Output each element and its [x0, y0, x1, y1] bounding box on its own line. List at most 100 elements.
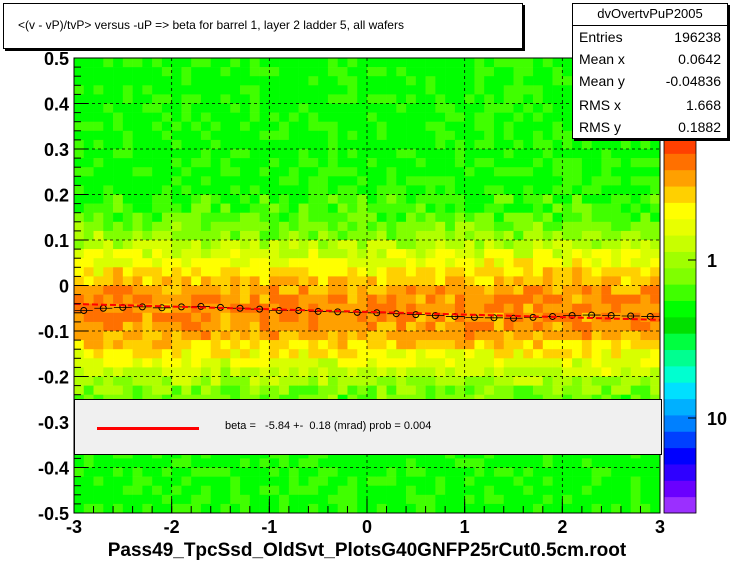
heatmap-cell	[396, 258, 407, 268]
heatmap-cell	[93, 112, 104, 122]
heatmap-cell	[425, 130, 436, 141]
heatmap-cell	[396, 249, 407, 259]
heatmap-cell	[484, 358, 495, 368]
heatmap-cell	[161, 212, 172, 223]
heatmap-cell	[552, 103, 563, 113]
heatmap-cell	[93, 103, 104, 113]
heatmap-cell	[200, 94, 212, 104]
heatmap-cell	[83, 149, 94, 159]
heatmap-cell	[161, 321, 172, 332]
heatmap-cell	[533, 249, 544, 259]
heatmap-cell	[474, 85, 485, 95]
heatmap-cell	[259, 121, 270, 132]
heatmap-cell	[298, 130, 309, 141]
heatmap-cell	[181, 285, 192, 295]
heatmap-cell	[103, 331, 114, 341]
heatmap-cell	[191, 385, 202, 395]
x-tick-label: -2	[164, 517, 180, 537]
heatmap-cell	[562, 230, 573, 241]
heatmap-cell	[581, 167, 592, 177]
heatmap-cell	[591, 485, 602, 496]
heatmap-cell	[435, 485, 446, 496]
heatmap-cell	[464, 331, 475, 341]
heatmap-cell	[445, 139, 456, 150]
heatmap-cell	[357, 467, 368, 477]
heatmap-cell	[367, 285, 378, 295]
heatmap-cell	[122, 249, 133, 259]
heatmap-cell	[620, 221, 631, 232]
heatmap-cell	[249, 76, 260, 86]
heatmap-cell	[552, 294, 563, 304]
heatmap-cell	[181, 185, 192, 195]
heatmap-cell	[269, 167, 280, 177]
heatmap-cell	[484, 240, 495, 250]
heatmap-cell	[367, 458, 378, 468]
heatmap-cell	[474, 367, 485, 377]
heatmap-cell	[161, 385, 172, 395]
heatmap-cell	[83, 103, 94, 113]
heatmap-cell	[122, 503, 133, 514]
heatmap-cell	[337, 249, 348, 259]
heatmap-cell	[230, 176, 241, 186]
heatmap-cell	[269, 249, 280, 259]
heatmap-cell	[279, 321, 290, 332]
heatmap-cell	[357, 103, 368, 113]
heatmap-cell	[493, 103, 505, 113]
heatmap-cell	[249, 294, 260, 304]
heatmap-cell	[513, 221, 524, 232]
heatmap-cell	[327, 203, 338, 213]
heatmap-cell	[74, 340, 85, 350]
heatmap-cell	[435, 476, 446, 486]
heatmap-cell	[386, 149, 397, 159]
heatmap-cell	[200, 385, 212, 395]
color-scale-band	[664, 284, 696, 301]
heatmap-cell	[240, 85, 251, 95]
heatmap-cell	[474, 303, 485, 314]
heatmap-cell	[493, 139, 505, 150]
heatmap-cell	[171, 321, 182, 332]
heatmap-cell	[191, 285, 202, 295]
heatmap-cell	[132, 340, 143, 350]
heatmap-cell	[83, 67, 94, 77]
heatmap-cell	[83, 221, 94, 232]
heatmap-cell	[386, 194, 397, 204]
heatmap-cell	[132, 294, 143, 304]
heatmap-cell	[220, 267, 231, 277]
heatmap-cell	[308, 230, 319, 241]
heatmap-cell	[503, 76, 514, 86]
heatmap-cell	[103, 94, 114, 104]
heatmap-cell	[152, 249, 163, 259]
heatmap-cell	[200, 167, 212, 177]
heatmap-cell	[347, 467, 358, 477]
stats-value: 0.1882	[678, 119, 721, 135]
heatmap-cell	[318, 112, 329, 122]
heatmap-cell	[259, 349, 270, 359]
heatmap-cell	[122, 321, 133, 332]
heatmap-cell	[611, 203, 622, 213]
heatmap-cell	[650, 212, 661, 223]
heatmap-cell	[406, 458, 417, 468]
heatmap-cell	[640, 230, 651, 241]
heatmap-cell	[161, 467, 172, 477]
heatmap-cell	[74, 294, 85, 304]
heatmap-cell	[113, 139, 124, 150]
heatmap-cell	[562, 285, 573, 295]
heatmap-cell	[542, 94, 553, 104]
heatmap-cell	[376, 321, 387, 332]
heatmap-cell	[464, 67, 475, 77]
heatmap-cell	[601, 185, 612, 195]
heatmap-cell	[611, 467, 622, 477]
heatmap-cell	[259, 158, 270, 168]
heatmap-cell	[425, 331, 436, 341]
heatmap-cell	[572, 240, 583, 250]
heatmap-cell	[474, 130, 485, 141]
heatmap-cell	[523, 285, 534, 295]
heatmap-cell	[93, 149, 104, 159]
heatmap-cell	[240, 230, 251, 241]
heatmap-cell	[503, 376, 514, 386]
heatmap-cell	[93, 194, 104, 204]
heatmap-cell	[191, 194, 202, 204]
heatmap-cell	[367, 194, 378, 204]
heatmap-cell	[367, 212, 378, 223]
